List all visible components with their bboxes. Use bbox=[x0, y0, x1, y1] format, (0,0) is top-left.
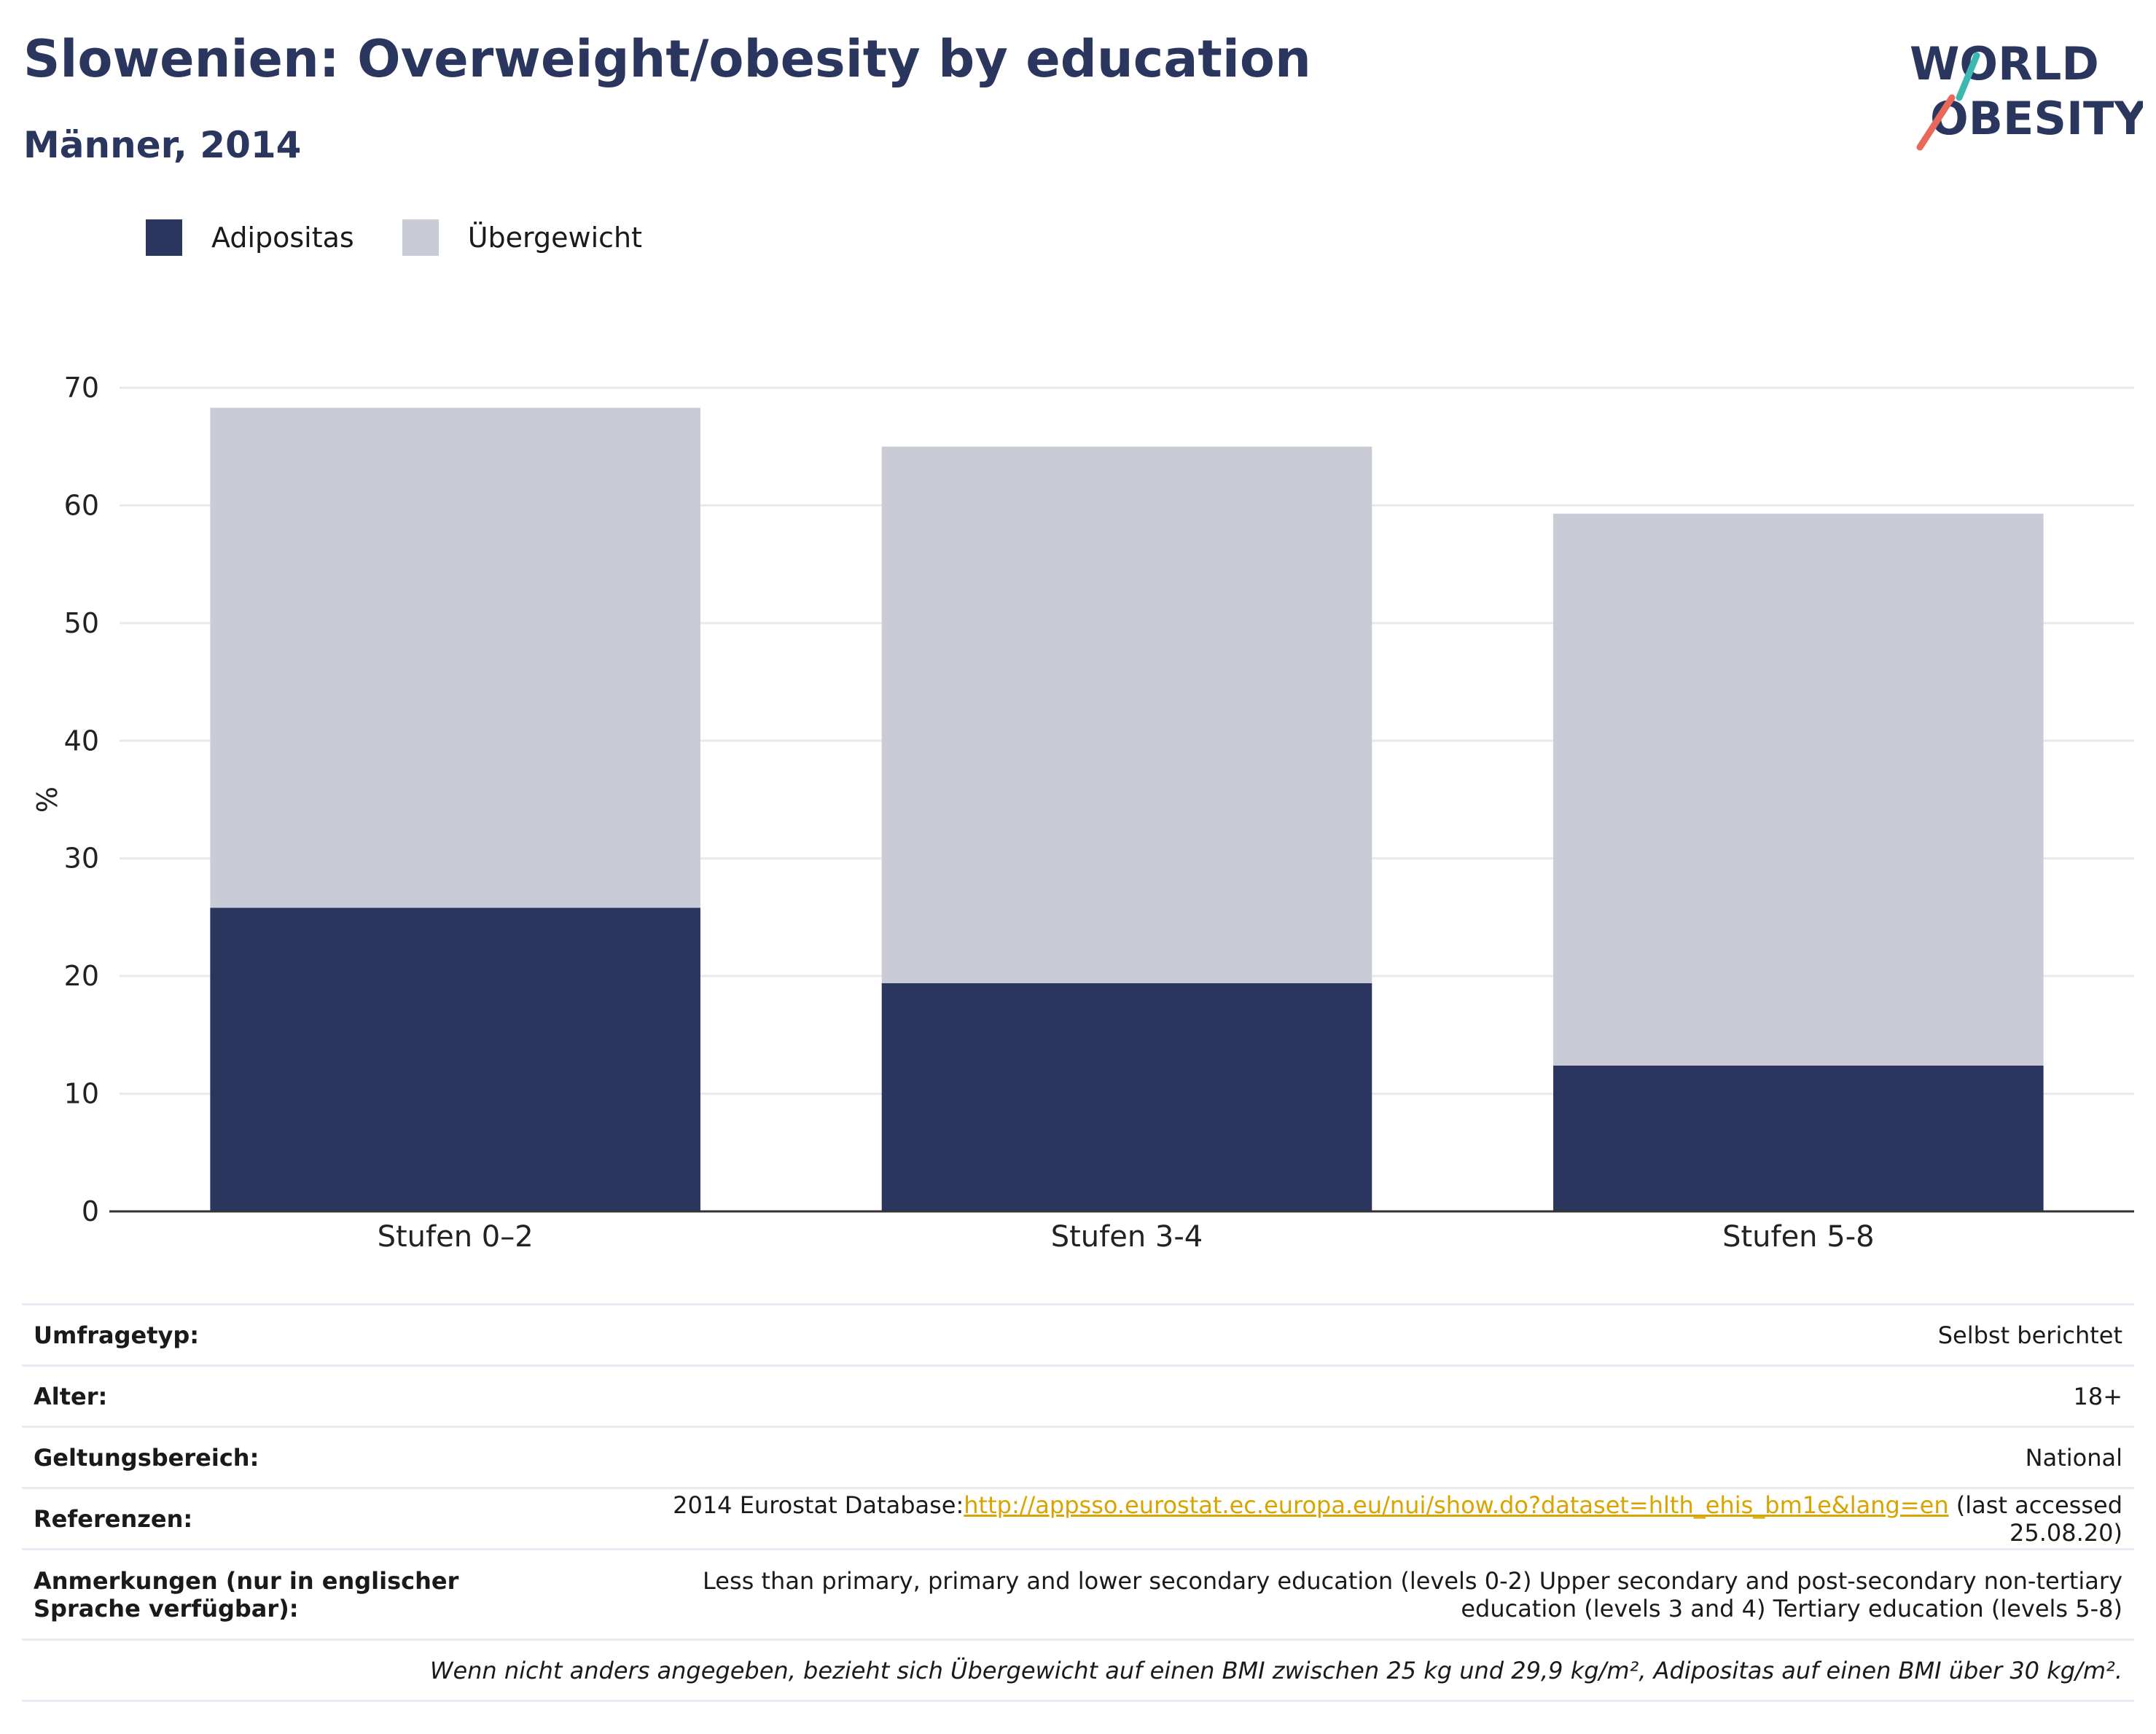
info-value: 18+ bbox=[570, 1364, 2134, 1427]
info-row-survey-type: Umfragetyp: Selbst berichtet bbox=[22, 1303, 2134, 1366]
info-value: Selbst berichtet bbox=[570, 1303, 2134, 1366]
reference-link[interactable]: http://appsso.eurostat.ec.europa.eu/nui/… bbox=[964, 1491, 1949, 1519]
page-subtitle: Männer, 2014 bbox=[23, 124, 302, 166]
y-tick-label: 30 bbox=[64, 843, 99, 875]
info-key: Geltungsbereich: bbox=[22, 1426, 570, 1488]
footnote: Wenn nicht anders angegeben, bezieht sic… bbox=[22, 1639, 2134, 1702]
x-tick-label: Stufen 5-8 bbox=[1722, 1220, 1875, 1254]
bar-overweight bbox=[881, 446, 1372, 983]
info-value: National bbox=[570, 1426, 2134, 1488]
info-key: Alter: bbox=[22, 1364, 570, 1427]
bar-chart: 0 10 20 30 40 50 60 70% Stufen 0–2 Stufen 3-4 Stuf… bbox=[31, 372, 2134, 1254]
y-tick-label: 60 bbox=[64, 489, 99, 521]
legend-label-obesity: Adipositas bbox=[211, 222, 354, 254]
page-title: Slowenien: Overweight/obesity by educati… bbox=[23, 29, 1311, 89]
logo-slash-red bbox=[1916, 94, 1956, 151]
info-table: Umfragetyp: Selbst berichtet Alter: 18+ … bbox=[22, 1303, 2134, 1702]
legend-label-overweight: Übergewicht bbox=[467, 222, 642, 254]
bar-obesity bbox=[881, 983, 1372, 1211]
info-key: Anmerkungen (nur in englischer Sprache v… bbox=[22, 1548, 570, 1640]
info-key: Umfragetyp: bbox=[22, 1303, 570, 1366]
logo-line-2: OBESITY bbox=[1930, 92, 2143, 145]
y-tick-label: 10 bbox=[64, 1078, 99, 1110]
bar-overweight bbox=[1553, 513, 2044, 1066]
info-value: Less than primary, primary and lower sec… bbox=[570, 1548, 2134, 1640]
logo-slash-teal bbox=[1956, 52, 1980, 101]
bar-obesity bbox=[210, 907, 700, 1211]
info-row-footnote: Wenn nicht anders angegeben, bezieht sic… bbox=[22, 1639, 2134, 1702]
y-tick-label: 40 bbox=[64, 725, 99, 757]
info-row-age: Alter: 18+ bbox=[22, 1364, 2134, 1427]
info-key: Referenzen: bbox=[22, 1487, 570, 1550]
bar-overweight bbox=[210, 407, 700, 908]
y-tick-label: 50 bbox=[64, 607, 99, 639]
info-row-notes: Anmerkungen (nur in englischer Sprache v… bbox=[22, 1548, 2134, 1640]
reference-prefix: 2014 Eurostat Database: bbox=[673, 1491, 964, 1519]
legend-item-obesity: Adipositas bbox=[146, 219, 354, 256]
y-axis-label: % bbox=[31, 786, 63, 813]
info-row-coverage: Geltungsbereich: National bbox=[22, 1426, 2134, 1488]
world-obesity-logo: WORLD OBESITY bbox=[1910, 37, 2143, 151]
chart-legend: Adipositas Übergewicht bbox=[146, 217, 690, 258]
logo-line-1: WORLD bbox=[1910, 37, 2099, 90]
x-tick-label: Stufen 0–2 bbox=[378, 1220, 534, 1254]
legend-swatch-overweight bbox=[402, 219, 439, 256]
y-tick-label: 20 bbox=[64, 960, 99, 992]
info-row-references: Referenzen: 2014 Eurostat Database:http:… bbox=[22, 1487, 2134, 1550]
legend-swatch-obesity bbox=[146, 219, 182, 256]
y-tick-label: 0 bbox=[82, 1195, 99, 1227]
bar-obesity bbox=[1553, 1065, 2044, 1211]
reference-suffix: (last accessed 25.08.20) bbox=[1948, 1491, 2122, 1547]
y-tick-label: 70 bbox=[64, 372, 99, 404]
legend-item-overweight: Übergewicht bbox=[402, 219, 642, 256]
x-tick-label: Stufen 3-4 bbox=[1051, 1220, 1203, 1254]
info-value: 2014 Eurostat Database:http://appsso.eur… bbox=[570, 1487, 2134, 1550]
